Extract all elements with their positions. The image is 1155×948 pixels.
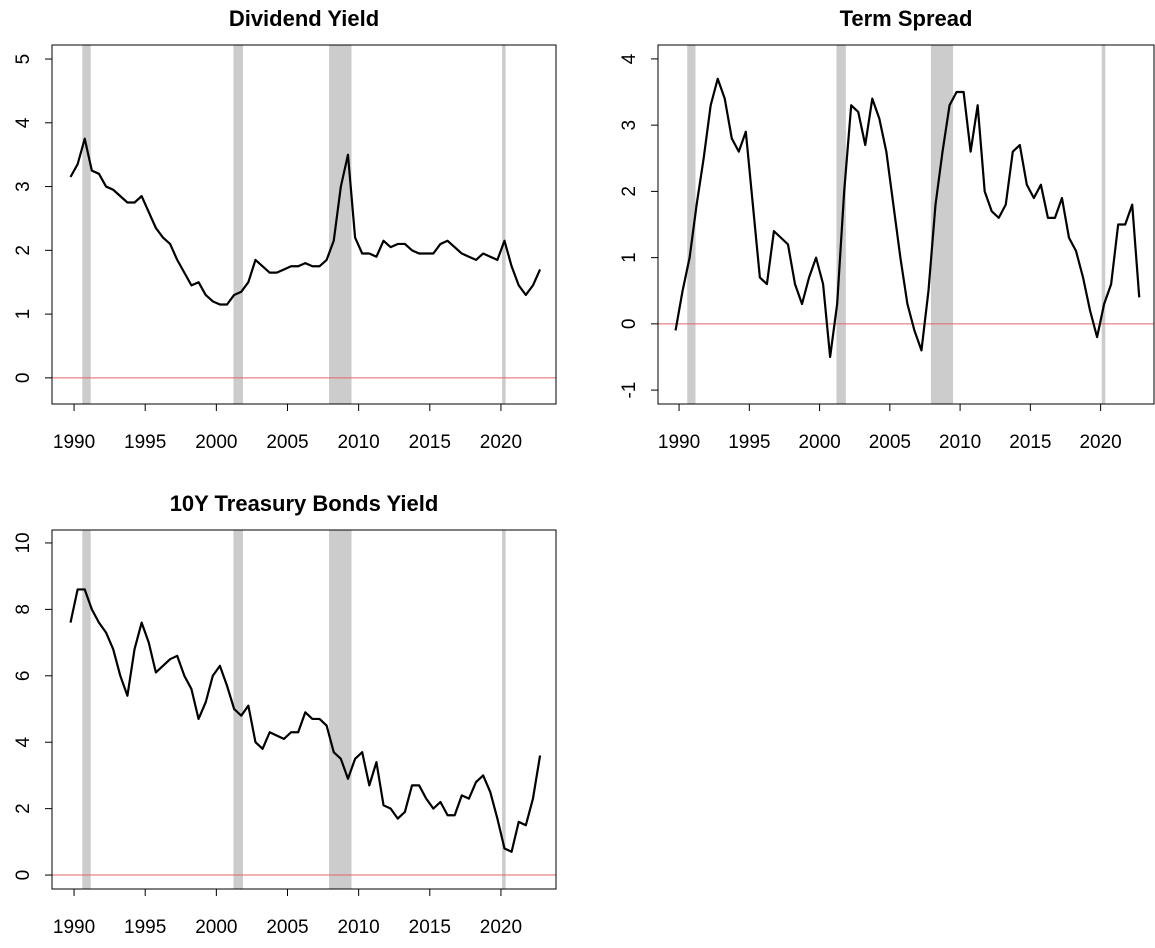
y-tick-label: 8 [13, 604, 34, 615]
x-tick-label: 2005 [869, 432, 911, 453]
panel: Term Spread -1 0 1 2 3 4 1990 1995 2000 2005 2010 20… [619, 6, 1155, 453]
plot-box [51, 44, 557, 405]
y-tick-label: 0 [13, 870, 34, 881]
y-tick-label: 4 [13, 737, 34, 748]
y-tick-label: 2 [13, 245, 34, 256]
y-tick-label: 2 [13, 803, 34, 814]
y-tick-label: 5 [13, 54, 34, 65]
y-tick-label: 0 [619, 319, 640, 330]
x-tick-label: 2000 [195, 432, 237, 453]
recession-band [329, 530, 352, 889]
x-tick-label: 2000 [798, 432, 840, 453]
y-tick-label: 4 [13, 117, 34, 128]
plot-box [51, 529, 557, 890]
x-tick-label: 1990 [53, 917, 95, 938]
plot-box [657, 44, 1155, 405]
x-tick-label: 1990 [658, 432, 700, 453]
y-tick-label: 0 [13, 373, 34, 384]
y-tick-label: 10 [13, 532, 34, 553]
y-tick-label: 4 [619, 53, 640, 64]
recession-band [502, 45, 506, 404]
y-tick-label: 1 [13, 309, 34, 320]
x-tick-label: 2015 [409, 432, 451, 453]
x-tick-label: 2010 [337, 917, 379, 938]
recession-band [930, 45, 954, 404]
recession-band [82, 530, 91, 889]
x-tick-label: 2020 [480, 432, 522, 453]
y-tick-label: 6 [13, 671, 34, 682]
chart-title: Dividend Yield [229, 6, 379, 31]
x-tick-label: 2015 [409, 917, 451, 938]
x-tick-label: 2005 [266, 432, 308, 453]
data-line [674, 77, 1141, 359]
x-tick-label: 2010 [337, 432, 379, 453]
y-tick-label: 1 [619, 252, 640, 263]
recession-band [82, 45, 91, 404]
y-tick-label: 3 [13, 181, 34, 192]
x-tick-label: 2010 [939, 432, 981, 453]
recession-band [502, 530, 506, 889]
x-tick-label: 2020 [480, 917, 522, 938]
y-tick-label: 2 [619, 186, 640, 197]
x-tick-label: 2000 [195, 917, 237, 938]
y-tick-label: -1 [619, 382, 640, 399]
recession-band [329, 45, 352, 404]
chart-title: Term Spread [840, 6, 973, 31]
recession-band [233, 530, 243, 889]
panel: Dividend Yield 0 1 2 3 4 5 1990 1995 2000 2005 2010… [13, 6, 557, 453]
recession-band [233, 45, 243, 404]
y-tick-label: 3 [619, 120, 640, 131]
x-tick-label: 1995 [728, 432, 770, 453]
x-tick-label: 1990 [53, 432, 95, 453]
recession-band [687, 45, 696, 404]
panel: 10Y Treasury Bonds Yield 0 2 4 6 8 10 1990 1995 2… [13, 491, 557, 938]
x-tick-label: 2020 [1079, 432, 1121, 453]
recession-band [1101, 45, 1106, 404]
chart-title: 10Y Treasury Bonds Yield [170, 491, 439, 516]
data-line [69, 137, 542, 306]
x-tick-label: 1995 [124, 432, 166, 453]
x-tick-label: 2005 [266, 917, 308, 938]
data-line [69, 588, 542, 853]
x-tick-label: 1995 [124, 917, 166, 938]
x-tick-label: 2015 [1009, 432, 1051, 453]
